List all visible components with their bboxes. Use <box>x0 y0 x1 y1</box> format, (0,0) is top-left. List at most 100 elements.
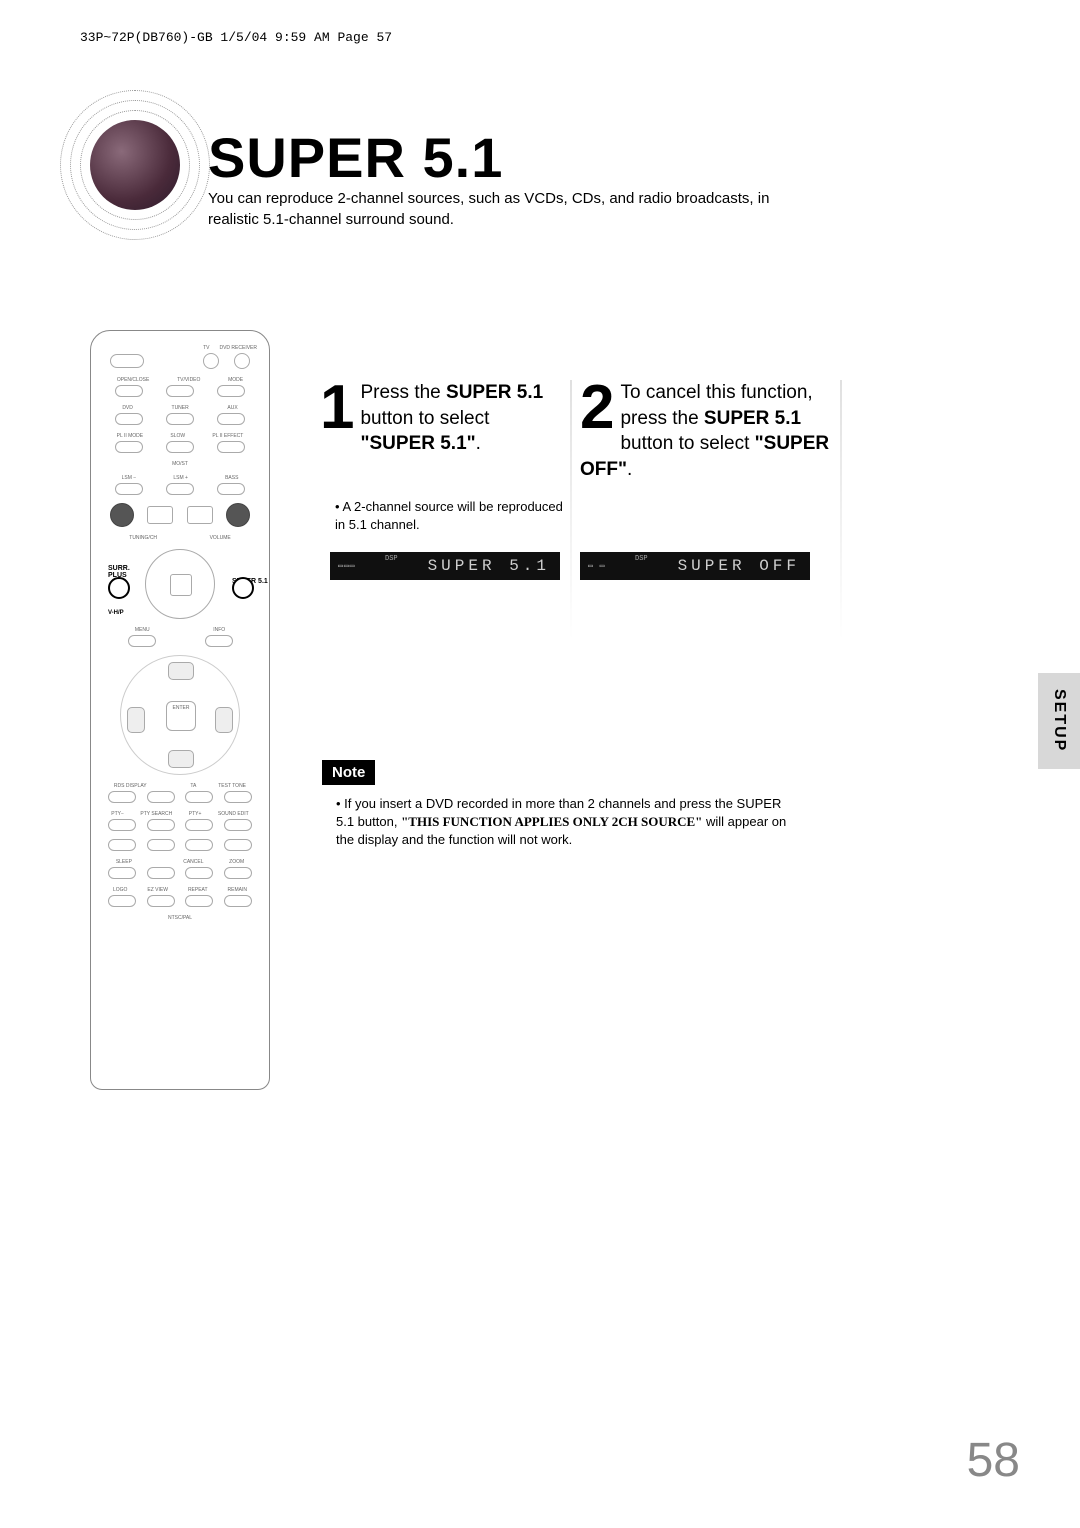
zoom-icon <box>224 867 252 879</box>
digit-8-icon <box>147 839 175 851</box>
remote-label: ZOOM <box>229 859 244 865</box>
vhp-label: V-H/P <box>108 610 124 616</box>
cancel-icon <box>185 867 213 879</box>
remote-label: LOGO <box>113 887 127 893</box>
step-1-text: Press the SUPER 5.1 button to select "SU… <box>320 380 580 457</box>
next-button-icon <box>226 503 250 527</box>
remote-label: VOLUME <box>210 535 231 541</box>
remote-label: MODE <box>228 377 243 383</box>
digit-9-icon <box>185 839 213 851</box>
receiver-button-icon <box>234 353 250 369</box>
plii-effect-button-icon <box>217 441 245 453</box>
digit-6-icon <box>185 819 213 831</box>
surr-plus-button-icon <box>108 577 130 599</box>
title-sphere-icon <box>60 90 210 240</box>
bass-button-icon <box>217 483 245 495</box>
dsp-label: DSP <box>385 555 398 563</box>
remote-label: CANCEL <box>183 859 203 865</box>
remote-label: REMAIN <box>228 887 247 893</box>
remote-label: TEST TONE <box>218 783 246 789</box>
play-pause-button-icon <box>187 506 213 524</box>
remote-label: SOUND EDIT <box>218 811 249 817</box>
stop-button-icon <box>147 506 173 524</box>
remain-icon <box>224 895 252 907</box>
divider <box>840 380 842 640</box>
dvd-button-icon <box>115 413 143 425</box>
display-text: SUPER 5.1 <box>428 557 550 575</box>
side-tab-setup: SETUP <box>1038 673 1080 769</box>
info-button-icon <box>205 635 233 647</box>
plii-mode-button-icon <box>115 441 143 453</box>
remote-label: TA <box>190 783 196 789</box>
digit-7-icon <box>108 839 136 851</box>
remote-label: PTY+ <box>189 811 202 817</box>
remote-label: MENU <box>135 627 150 633</box>
remote-label: REPEAT <box>188 887 208 893</box>
sound-edit-icon <box>224 819 252 831</box>
remote-label: OPEN/CLOSE <box>117 377 150 383</box>
divider <box>570 380 572 640</box>
remote-label: PTY SEARCH <box>140 811 172 817</box>
remote-label: TUNER <box>172 405 189 411</box>
dsp-label: DSP <box>635 555 648 563</box>
step-1: 1 Press the SUPER 5.1 button to select "… <box>320 380 580 457</box>
remote-label: AUX <box>227 405 237 411</box>
step-number: 2 <box>580 380 614 436</box>
prev-button-icon <box>110 503 134 527</box>
remote-label: INFO <box>213 627 225 633</box>
digit-5-icon <box>147 819 175 831</box>
enter-label: ENTER <box>167 705 195 711</box>
digit-1-icon <box>108 791 136 803</box>
remote-label: MO/ST <box>172 461 188 467</box>
logo-icon <box>108 895 136 907</box>
remote-label: PL II EFFECT <box>212 433 243 439</box>
page-subtitle: You can reproduce 2-channel sources, suc… <box>208 188 808 230</box>
remote-label: PTY− <box>111 811 124 817</box>
menu-button-icon <box>128 635 156 647</box>
side-tab-label: SETUP <box>1050 689 1068 752</box>
display-text: SUPER OFF <box>678 557 800 575</box>
remote-label: EZ VIEW <box>147 887 168 893</box>
remote-label: SLOW <box>170 433 185 439</box>
remote-label: SLEEP <box>116 859 132 865</box>
remote-label: TV <box>203 345 209 351</box>
display-icons: ▭ ▭ <box>588 561 605 571</box>
note-badge: Note <box>322 760 375 785</box>
display-icons: ▭▭▭ <box>338 561 355 571</box>
power-button-icon <box>110 354 144 368</box>
display-strip-2: ▭ ▭ DSP SUPER OFF <box>580 552 810 580</box>
step-2-text: To cancel this function, press the SUPER… <box>580 380 840 483</box>
ntscpal-label: NTSC/PAL <box>103 915 257 921</box>
tv-button-icon <box>203 353 219 369</box>
digit-4-icon <box>108 819 136 831</box>
remote-label: PL II MODE <box>117 433 144 439</box>
dimmer-button-icon <box>166 385 194 397</box>
lsm-plus-button-icon <box>166 483 194 495</box>
repeat-icon <box>185 895 213 907</box>
remote-label: TV/VIDEO <box>177 377 200 383</box>
remote-label: LSM + <box>173 475 188 481</box>
dpad-icon: ENTER <box>120 655 240 775</box>
remote-label: LSM − <box>122 475 137 481</box>
ezview-icon <box>147 895 175 907</box>
digit-0-icon <box>147 867 175 879</box>
remote-label: BASS <box>225 475 238 481</box>
tuner-memory-icon <box>224 839 252 851</box>
step-number: 1 <box>320 380 354 436</box>
tuner-button-icon <box>166 413 194 425</box>
mode-button-icon <box>217 385 245 397</box>
remote-illustration: TV DVD RECEIVER OPEN/CLOSE TV/VIDEO MODE… <box>90 330 270 1090</box>
step-2: 2 To cancel this function, press the SUP… <box>580 380 840 483</box>
tuning-volume-pad-icon <box>145 549 215 619</box>
lsm-minus-button-icon <box>115 483 143 495</box>
test-tone-icon <box>224 791 252 803</box>
remote-label: DVD RECEIVER <box>219 345 257 351</box>
step-1-note: A 2-channel source will be reproduced in… <box>335 498 575 533</box>
sleep-icon <box>108 867 136 879</box>
slow-button-icon <box>166 441 194 453</box>
header-meta: 33P~72P(DB760)-GB 1/5/04 9:59 AM Page 57 <box>80 30 392 45</box>
super51-button-icon <box>232 577 254 599</box>
display-strip-1: ▭▭▭ DSP SUPER 5.1 <box>330 552 560 580</box>
note-section: Note • If you insert a DVD recorded in m… <box>322 760 796 850</box>
page-title: SUPER 5.1 <box>208 125 503 190</box>
